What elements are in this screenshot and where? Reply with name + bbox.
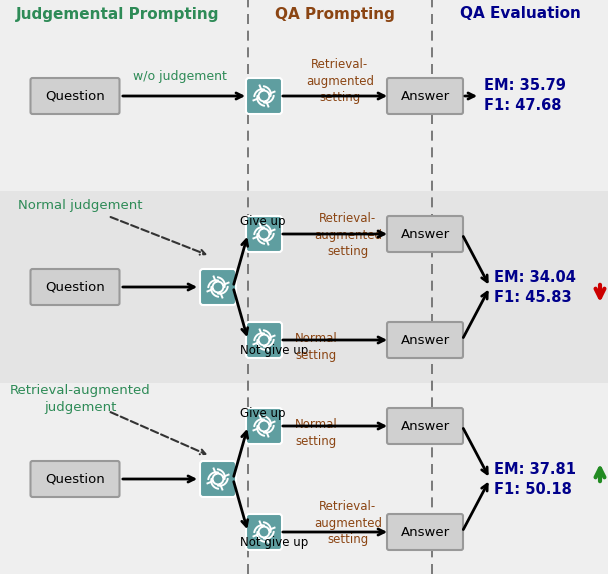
Text: Give up: Give up xyxy=(240,215,286,228)
Text: Answer: Answer xyxy=(401,420,449,432)
Text: Not give up: Not give up xyxy=(240,344,308,357)
Text: F1: 45.83: F1: 45.83 xyxy=(494,289,572,304)
Text: Normal judgement: Normal judgement xyxy=(18,200,142,212)
Text: Answer: Answer xyxy=(401,227,449,241)
FancyBboxPatch shape xyxy=(30,78,120,114)
Text: Retrieval-
augmented
setting: Retrieval- augmented setting xyxy=(314,212,382,258)
FancyBboxPatch shape xyxy=(246,322,282,358)
FancyBboxPatch shape xyxy=(30,269,120,305)
Text: Give up: Give up xyxy=(240,407,286,420)
Text: EM: 37.81: EM: 37.81 xyxy=(494,461,576,476)
FancyBboxPatch shape xyxy=(387,216,463,252)
FancyBboxPatch shape xyxy=(246,216,282,252)
FancyBboxPatch shape xyxy=(246,78,282,114)
Text: Question: Question xyxy=(45,472,105,486)
Text: Normal
setting: Normal setting xyxy=(295,332,337,362)
FancyBboxPatch shape xyxy=(200,461,236,497)
Text: Not give up: Not give up xyxy=(240,536,308,549)
Text: Retrieval-
augmented
setting: Retrieval- augmented setting xyxy=(314,500,382,546)
FancyBboxPatch shape xyxy=(200,269,236,305)
FancyBboxPatch shape xyxy=(246,514,282,550)
FancyBboxPatch shape xyxy=(30,461,120,497)
FancyBboxPatch shape xyxy=(246,408,282,444)
Text: Retrieval-
augmented
setting: Retrieval- augmented setting xyxy=(306,58,374,104)
Text: Normal
setting: Normal setting xyxy=(295,418,337,448)
Text: Retrieval-augmented
judgement: Retrieval-augmented judgement xyxy=(10,384,150,414)
Text: Answer: Answer xyxy=(401,526,449,538)
Text: Judgemental Prompting: Judgemental Prompting xyxy=(16,6,219,21)
FancyBboxPatch shape xyxy=(387,514,463,550)
Text: w/o judgement: w/o judgement xyxy=(133,70,227,83)
Bar xyxy=(0,0,608,191)
Text: Question: Question xyxy=(45,90,105,103)
Text: F1: 50.18: F1: 50.18 xyxy=(494,482,572,497)
Bar xyxy=(0,383,608,574)
FancyBboxPatch shape xyxy=(387,78,463,114)
Text: Answer: Answer xyxy=(401,333,449,347)
Text: F1: 47.68: F1: 47.68 xyxy=(484,99,562,114)
FancyBboxPatch shape xyxy=(387,408,463,444)
FancyBboxPatch shape xyxy=(387,322,463,358)
Text: QA Prompting: QA Prompting xyxy=(275,6,395,21)
Text: EM: 34.04: EM: 34.04 xyxy=(494,270,576,285)
Text: Question: Question xyxy=(45,281,105,293)
Text: EM: 35.79: EM: 35.79 xyxy=(484,79,566,94)
Text: Answer: Answer xyxy=(401,90,449,103)
Text: QA Evaluation: QA Evaluation xyxy=(460,6,581,21)
Bar xyxy=(0,191,608,383)
